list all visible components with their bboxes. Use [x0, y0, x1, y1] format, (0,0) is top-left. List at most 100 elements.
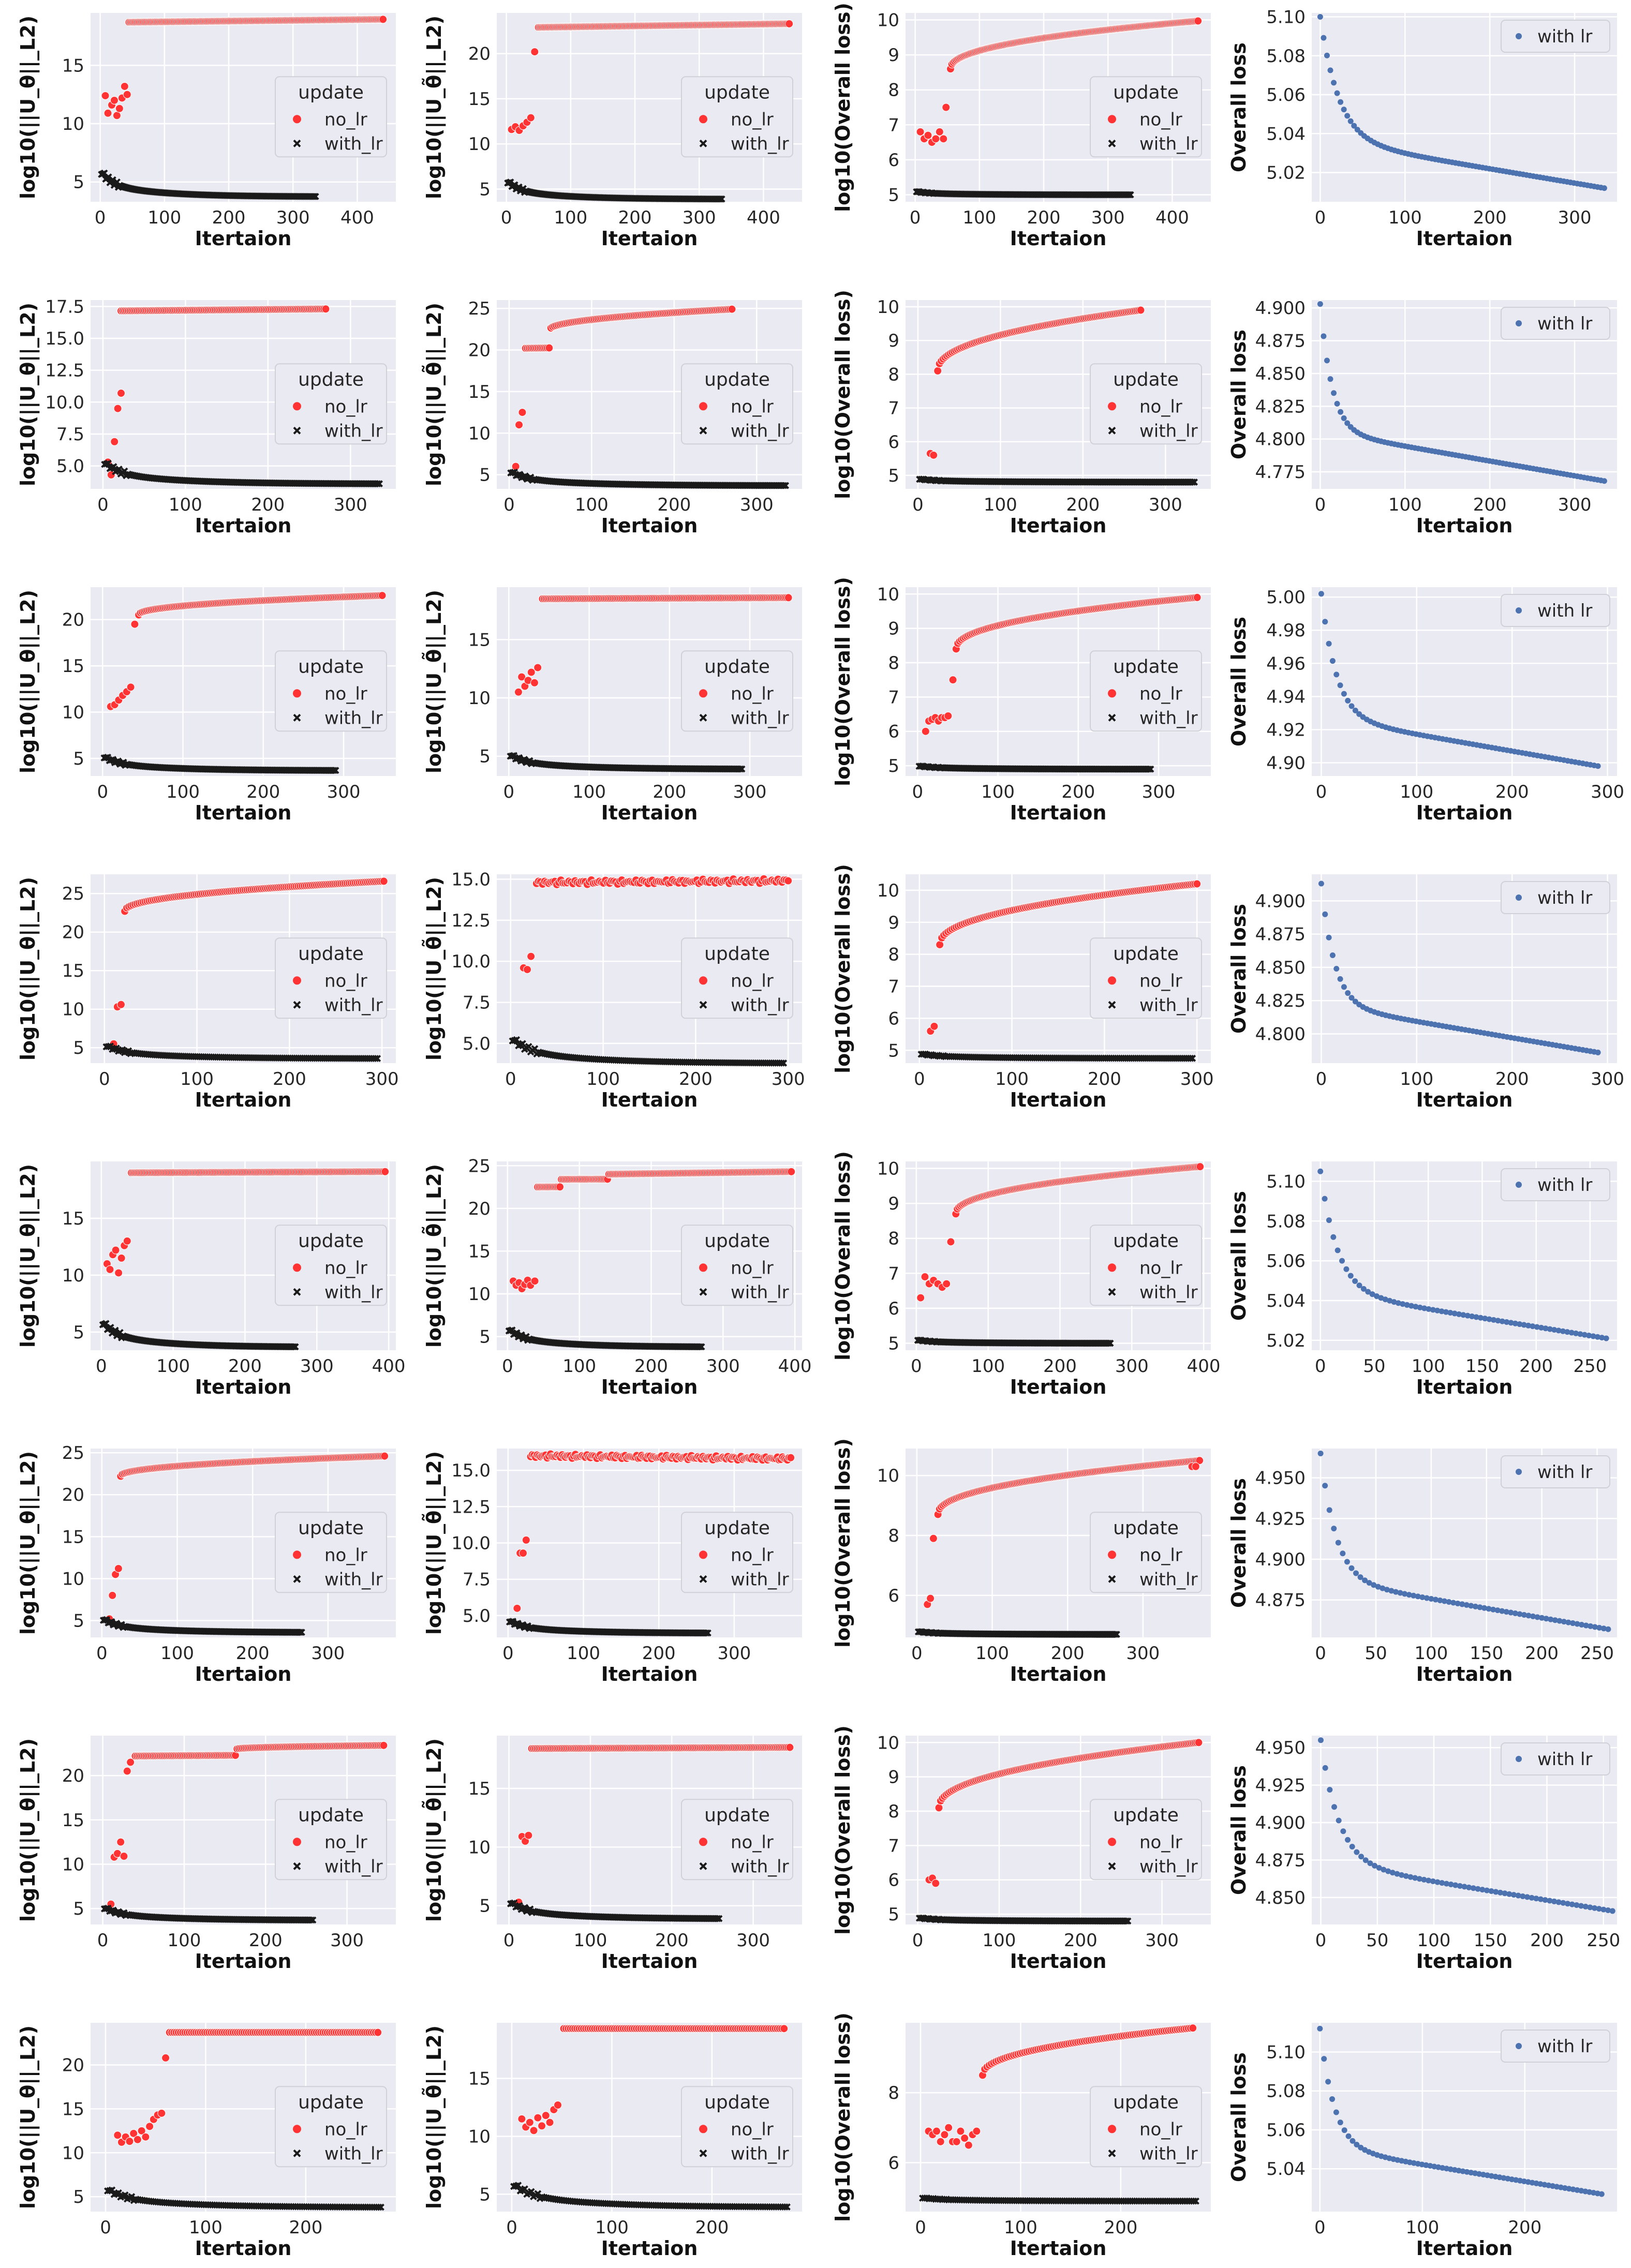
data-point	[115, 104, 124, 113]
legend-label-with-lr: with_lr	[731, 1282, 789, 1303]
x-tick-label: 200	[273, 1069, 306, 1090]
x-tick-label: 300	[740, 495, 774, 515]
y-tick-label: 4.850	[1255, 364, 1306, 384]
y-axis-label: Overall loss	[1227, 904, 1250, 1034]
data-point	[1329, 952, 1336, 958]
x-axis-label: Itertaion	[601, 1376, 698, 1398]
x-tick-label: 300	[1180, 1069, 1214, 1090]
data-point	[921, 727, 930, 736]
chart-panel: 0 100 200 30051015Itertaionlog10(||U_θ̃||_L…	[422, 587, 802, 824]
data-point	[545, 344, 554, 352]
legend-marker-no-lr	[293, 976, 301, 985]
data-point	[1324, 357, 1330, 364]
data-point	[1194, 17, 1203, 25]
data-point	[117, 1254, 126, 1262]
chart-panel: 0 100 200 300 400510152025Itertaionlog10(||U…	[422, 1156, 811, 1398]
data-point	[1317, 301, 1323, 307]
y-tick-label: 5.02	[1266, 163, 1306, 184]
y-tick-label: 10	[62, 1265, 84, 1286]
x-tick-label: 200	[228, 1356, 262, 1377]
legend-title: update	[298, 656, 364, 677]
legend: with lr	[1501, 20, 1610, 53]
data-point	[1329, 658, 1336, 664]
data-point	[1322, 619, 1328, 625]
y-tick-label: 10	[62, 999, 84, 1020]
x-tick-label: 0	[505, 1069, 516, 1090]
legend-label-with-lr: with_lr	[324, 708, 383, 728]
y-tick-label: 4.800	[1255, 429, 1306, 450]
x-tick-label: 200	[634, 1356, 668, 1377]
data-point	[381, 1167, 390, 1176]
y-tick-label: 20	[468, 340, 491, 361]
x-tick-label: 300	[1115, 1356, 1149, 1377]
x-tick-label: 100	[180, 1069, 214, 1090]
x-tick-label: 0	[501, 207, 512, 228]
y-tick-label: 9	[888, 913, 899, 933]
data-point	[120, 82, 129, 91]
data-point	[1321, 35, 1327, 41]
series-no_lr	[101, 15, 388, 120]
legend-marker-no-lr	[1108, 976, 1116, 985]
chart-panel: 0 100 200 3004.904.924.944.964.985.00Iterta…	[1227, 587, 1624, 824]
x-tick-label: 400	[747, 207, 780, 228]
x-tick-label: 200	[1066, 495, 1100, 515]
data-point	[1317, 14, 1323, 20]
x-tick-label: 200	[1043, 1356, 1077, 1377]
x-tick-label: 200	[1061, 782, 1095, 802]
x-tick-label: 0	[912, 782, 923, 802]
y-tick-label: 15	[62, 1208, 84, 1229]
x-tick-label: 0	[910, 207, 921, 228]
y-tick-label: 15.0	[45, 329, 84, 349]
x-tick-label: 0	[912, 495, 924, 515]
legend-title: update	[704, 943, 770, 964]
legend-marker-no-lr	[1108, 115, 1116, 124]
x-tick-label: 100	[554, 207, 587, 228]
data-point	[113, 404, 122, 413]
data-point	[112, 111, 121, 120]
data-point	[921, 1273, 929, 1281]
x-tick-label: 200	[1027, 207, 1061, 228]
legend-label-with-lr: with lr	[1537, 888, 1592, 908]
data-point	[110, 96, 118, 105]
legend-marker-no-lr	[699, 115, 707, 124]
x-axis-label: Itertaion	[1010, 1376, 1107, 1398]
legend-title: update	[298, 369, 364, 390]
data-point	[916, 127, 925, 136]
y-tick-label: 5.10	[1266, 7, 1306, 28]
chart-panel: 0 100 200 3004.8004.8254.8504.8754.900Itert…	[1227, 874, 1624, 1111]
y-tick-label: 25	[62, 884, 84, 904]
y-axis-label: log10(Overall loss)	[832, 290, 854, 499]
legend-label-with-lr: with_lr	[731, 421, 789, 441]
x-tick-label: 0	[503, 495, 515, 515]
data-point	[1333, 965, 1340, 972]
data-point	[1595, 763, 1601, 769]
data-point	[1324, 52, 1330, 58]
x-tick-label: 200	[251, 495, 285, 515]
x-tick-label: 0	[97, 495, 109, 515]
y-tick-label: 17.5	[45, 296, 84, 317]
x-tick-label: 200	[212, 207, 246, 228]
x-tick-label: 400	[1187, 1356, 1221, 1377]
x-tick-label: 100	[147, 207, 181, 228]
y-tick-label: 5.08	[1266, 46, 1306, 67]
data-point	[1321, 333, 1327, 339]
data-point	[939, 135, 948, 143]
data-point	[1338, 409, 1344, 415]
x-axis-label: Itertaion	[1010, 227, 1107, 250]
x-tick-label: 0	[96, 1356, 107, 1377]
x-tick-label: 0	[1315, 207, 1326, 228]
data-point	[117, 389, 125, 398]
data-point	[1322, 911, 1328, 917]
y-tick-label: 15	[62, 55, 84, 76]
data-point	[1337, 976, 1343, 982]
y-tick-label: 20	[62, 610, 84, 631]
chart-panel: 0 100 200 300 4005678910Itertaionlog10(Overa…	[832, 3, 1211, 250]
y-tick-label: 8	[888, 653, 899, 674]
y-tick-label: 7	[888, 1263, 899, 1284]
legend-label-with-lr: with_lr	[324, 995, 383, 1016]
data-point	[936, 941, 944, 949]
